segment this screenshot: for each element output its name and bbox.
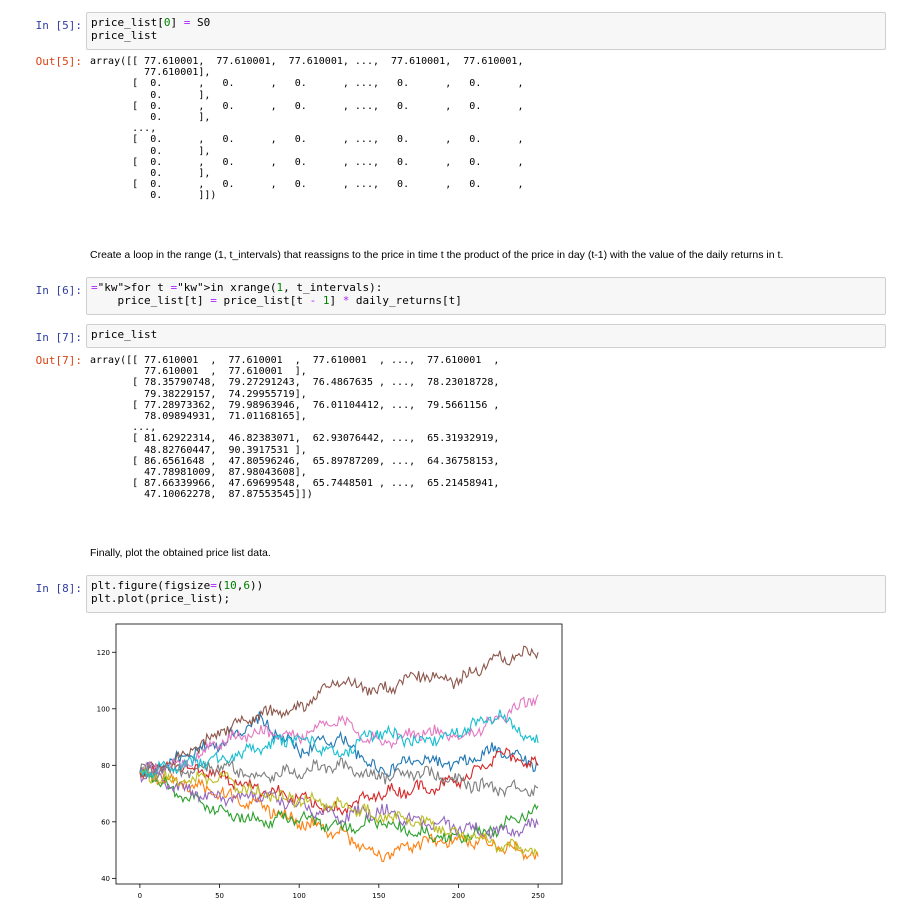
x-tick-label: 200 [452,892,465,900]
code-line: plt.figure(figsize=(10,6)) plt.plot(pric… [91,579,881,605]
y-tick-label: 80 [101,762,110,770]
series-line-4 [139,769,539,840]
x-tick-label: 100 [292,892,305,900]
axis-layer: 0 50 100 150 200 250 40 60 80 100 120 [97,649,545,900]
code-text: price_list [91,328,158,341]
series-line-7 [139,757,539,798]
x-tick-label: 50 [215,892,224,900]
code-editor[interactable]: price_list[0] = S0 price_list [86,12,886,50]
x-tick-label: 250 [531,892,544,900]
markdown-text: Finally, plot the obtained price list da… [90,547,271,559]
y-tick-label: 100 [97,705,110,713]
line-chart: 0 50 100 150 200 250 40 60 80 100 120 [97,623,563,900]
code-text: price_list [91,29,158,42]
code-editor[interactable]: price_list [86,324,886,348]
code-text: price_list[t] = price_list[t - 1] * dail… [91,294,462,307]
x-tick-label: 150 [372,892,385,900]
input-prompt: In [6]: [35,284,82,297]
code-text: price_list[0] = S0 [91,16,211,29]
input-prompt: In [7]: [35,331,82,344]
code-text: plt.figure(figsize=(10,6)) [91,579,264,592]
y-tick-label: 60 [101,818,110,826]
code-editor[interactable]: ="kw">for t ="kw">in xrange(1, t_interva… [86,277,886,315]
plot-frame [115,623,563,885]
code-editor[interactable]: plt.figure(figsize=(10,6)) plt.plot(pric… [86,575,886,613]
output-prompt: Out[5]: [35,55,82,68]
series-line-6 [139,694,539,775]
series-layer [139,645,539,863]
series-line-5 [139,645,539,778]
series-line-2 [139,765,539,844]
code-line: price_list[0] = S0 price_list [91,16,881,42]
series-line-8 [139,766,539,856]
output-prompt: Out[7]: [35,354,82,367]
y-tick-label: 120 [97,649,110,657]
series-line-9 [139,709,539,780]
cell-output: array([[ 77.610001, 77.610001, 77.610001… [90,56,524,202]
y-tick-label: 40 [101,875,110,883]
input-prompt: In [5]: [35,19,82,32]
code-line: ="kw">for t ="kw">in xrange(1, t_interva… [91,281,881,307]
x-tick-label: 0 [138,892,142,900]
series-line-3 [139,747,539,816]
code-text: plt.plot(price_list); [91,592,231,605]
series-line-1 [139,767,539,863]
input-prompt: In [8]: [35,582,82,595]
markdown-text: Create a loop in the range (1, t_interva… [90,249,784,261]
cell-output: array([[ 77.610001 , 77.610001 , 77.6100… [90,355,500,501]
code-line: price_list [91,328,881,341]
code-text: ="kw">for t ="kw">in xrange(1, t_interva… [91,281,383,294]
